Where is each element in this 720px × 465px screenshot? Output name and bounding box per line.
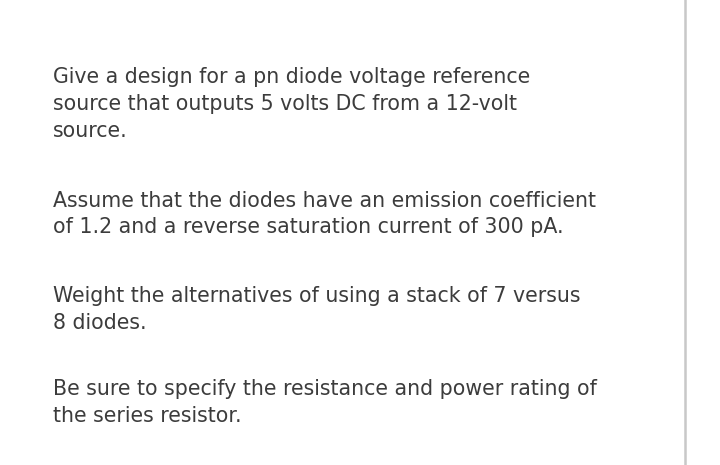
- Text: Be sure to specify the resistance and power rating of
the series resistor.: Be sure to specify the resistance and po…: [53, 379, 596, 425]
- Text: Give a design for a pn diode voltage reference
source that outputs 5 volts DC fr: Give a design for a pn diode voltage ref…: [53, 67, 530, 141]
- Text: Weight the alternatives of using a stack of 7 versus
8 diodes.: Weight the alternatives of using a stack…: [53, 286, 580, 332]
- Text: Assume that the diodes have an emission coefficient
of 1.2 and a reverse saturat: Assume that the diodes have an emission …: [53, 191, 595, 237]
